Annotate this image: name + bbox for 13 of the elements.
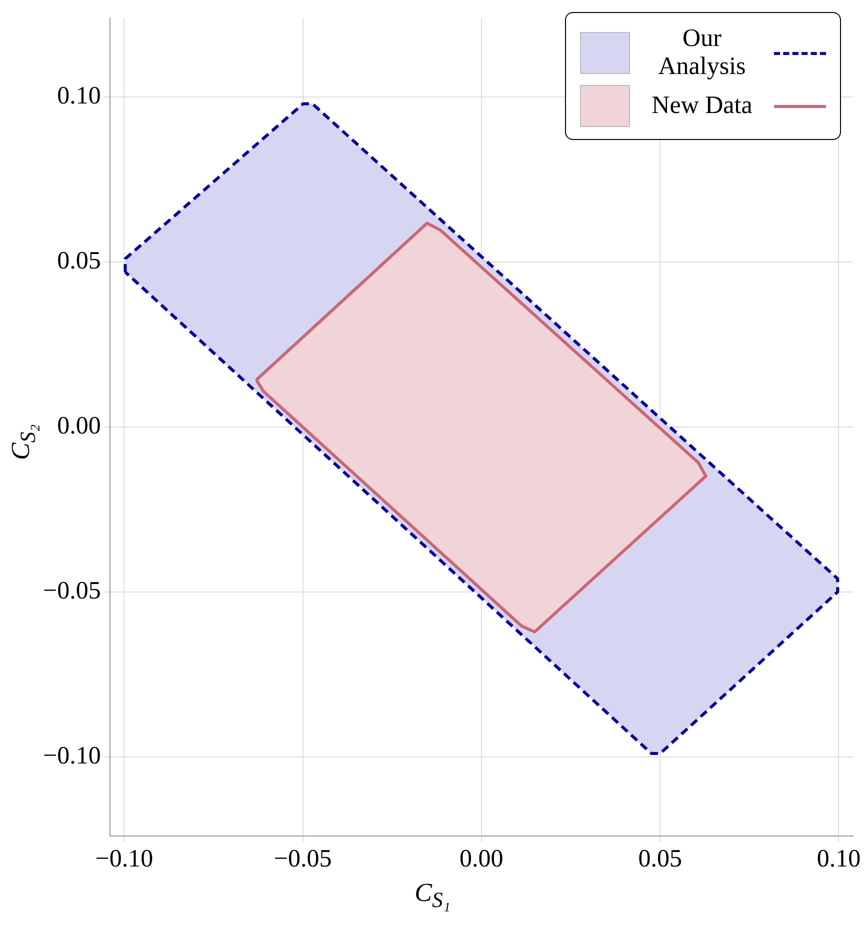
- x-tick-label: −0.10: [95, 846, 154, 873]
- x-axis-title: C$_{S₁}$: [414, 878, 452, 914]
- legend-label: Our Analysis: [657, 25, 747, 81]
- y-tick-label: −0.10: [42, 742, 101, 770]
- x-tick-label: 0.00: [460, 846, 504, 873]
- y-tick-label: 0.05: [57, 248, 101, 275]
- legend-label: New Data: [650, 92, 754, 120]
- x-tick-label: 0.10: [816, 846, 861, 873]
- y-tick-label: 0.10: [57, 82, 101, 110]
- y-tick-label: −0.05: [42, 577, 101, 604]
- y-tick-label: 0.00: [57, 412, 101, 440]
- x-tick-label: 0.05: [638, 846, 682, 873]
- x-tick-label: −0.05: [274, 846, 332, 873]
